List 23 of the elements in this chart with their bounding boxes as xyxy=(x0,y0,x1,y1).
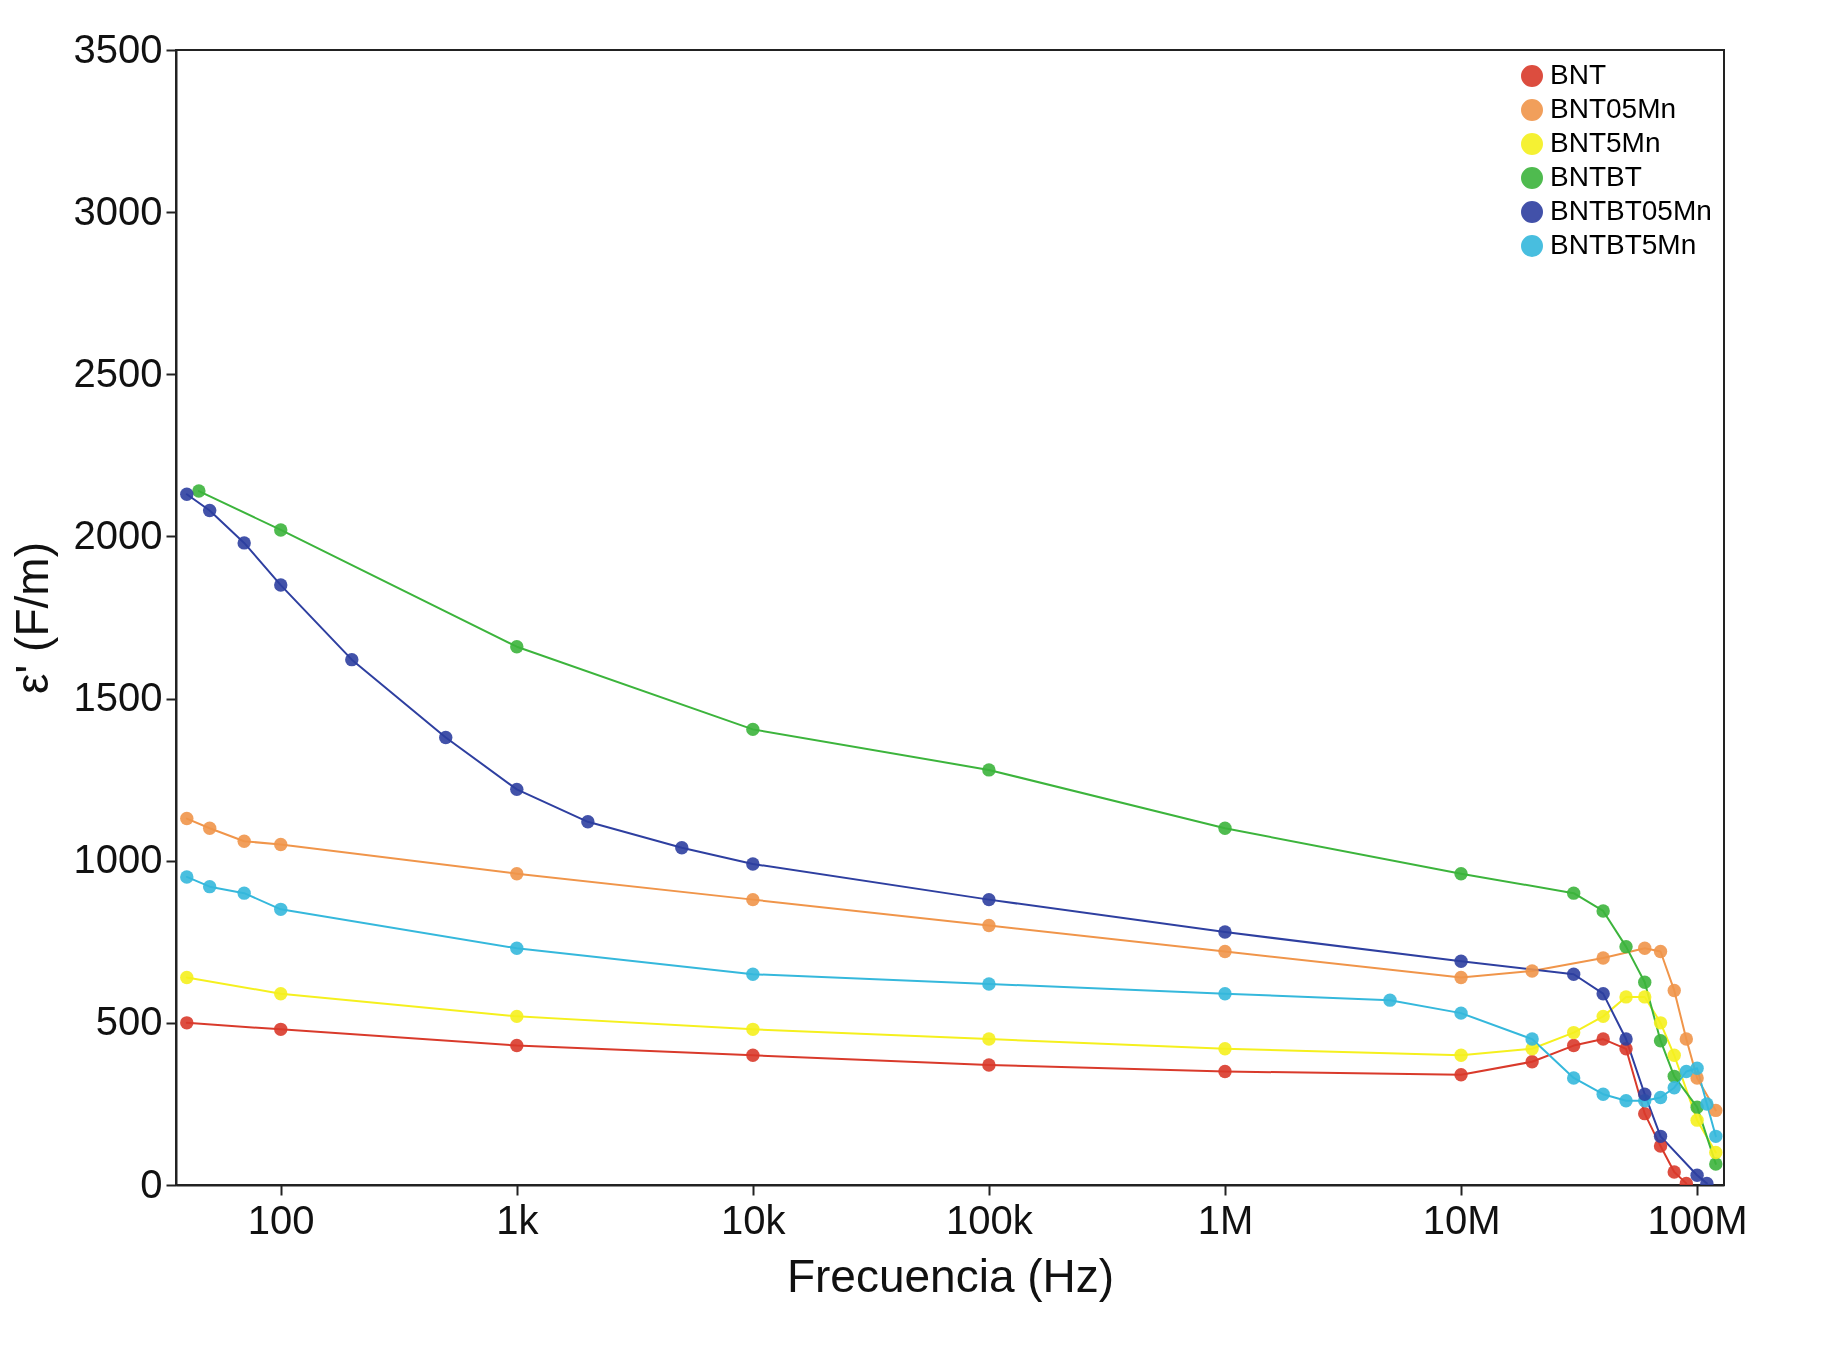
x-tick-label: 1M xyxy=(1197,1197,1254,1242)
legend-label: BNT xyxy=(1550,59,1606,90)
legend-label: BNT5Mn xyxy=(1550,127,1661,158)
x-tick-label: 1k xyxy=(496,1197,540,1242)
legend-label: BNTBT05Mn xyxy=(1550,195,1712,226)
y-tick-label: 2500 xyxy=(73,350,163,395)
x-tick-label: 10k xyxy=(721,1197,787,1242)
y-tick-label: 3500 xyxy=(73,26,163,71)
x-tick-label: 100 xyxy=(247,1197,315,1242)
legend-label: BNTBT xyxy=(1550,161,1642,192)
legend-label: BNTBT5Mn xyxy=(1550,229,1697,260)
y-tick-label: 1000 xyxy=(73,837,163,882)
y-tick-label: 500 xyxy=(95,999,163,1044)
y-tick-label: 3000 xyxy=(73,188,163,233)
x-tick-label: 100M xyxy=(1647,1197,1748,1242)
x-tick-label: 100k xyxy=(946,1197,1034,1242)
y-axis-title: ε' (F/m) xyxy=(5,542,58,694)
y-tick-label: 0 xyxy=(140,1161,163,1206)
x-tick-label: 10M xyxy=(1422,1197,1501,1242)
legend-label: BNT05Mn xyxy=(1550,93,1677,124)
y-tick-label: 1500 xyxy=(73,675,163,720)
y-tick-label: 2000 xyxy=(73,512,163,557)
x-axis-title: Frecuencia (Hz) xyxy=(786,1249,1115,1302)
